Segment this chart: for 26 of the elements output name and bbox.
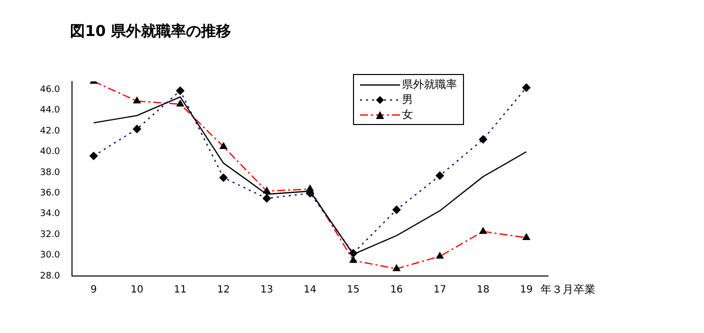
x-tick-label: 15	[346, 284, 360, 296]
y-tick-label: 42.0	[40, 126, 60, 136]
x-tick-label: 10	[130, 284, 144, 296]
chart-title: 図10 県外就職率の推移	[70, 22, 232, 41]
legend-label: 女	[402, 107, 413, 122]
x-tick-label: 11	[174, 284, 187, 296]
x-tick-label: 14	[304, 284, 316, 296]
y-tick-label: 46.0	[40, 85, 60, 96]
x-tick-label: 19	[520, 284, 533, 296]
y-tick-label: 34.0	[40, 209, 60, 220]
legend-label: 男	[402, 92, 413, 107]
y-tick-label: 40.0	[40, 147, 60, 158]
y-tick-label: 30.0	[40, 250, 60, 261]
y-tick-label: 38.0	[40, 168, 60, 178]
y-tick-label: 32.0	[40, 230, 60, 240]
x-tick-label: 18	[476, 284, 490, 296]
x-tick-label: 16	[390, 284, 403, 296]
y-tick-label: 36.0	[40, 188, 60, 199]
x-axis-title: 年３月卒業	[540, 282, 596, 296]
x-tick-label: 9	[90, 284, 97, 296]
y-tick-label: 28.0	[40, 271, 60, 282]
x-tick-label: 17	[433, 284, 446, 296]
x-tick-label: 13	[260, 284, 274, 296]
y-tick-label: 44.0	[40, 106, 60, 116]
legend-label: 県外就職率	[402, 77, 457, 92]
x-tick-label: 12	[217, 284, 230, 296]
